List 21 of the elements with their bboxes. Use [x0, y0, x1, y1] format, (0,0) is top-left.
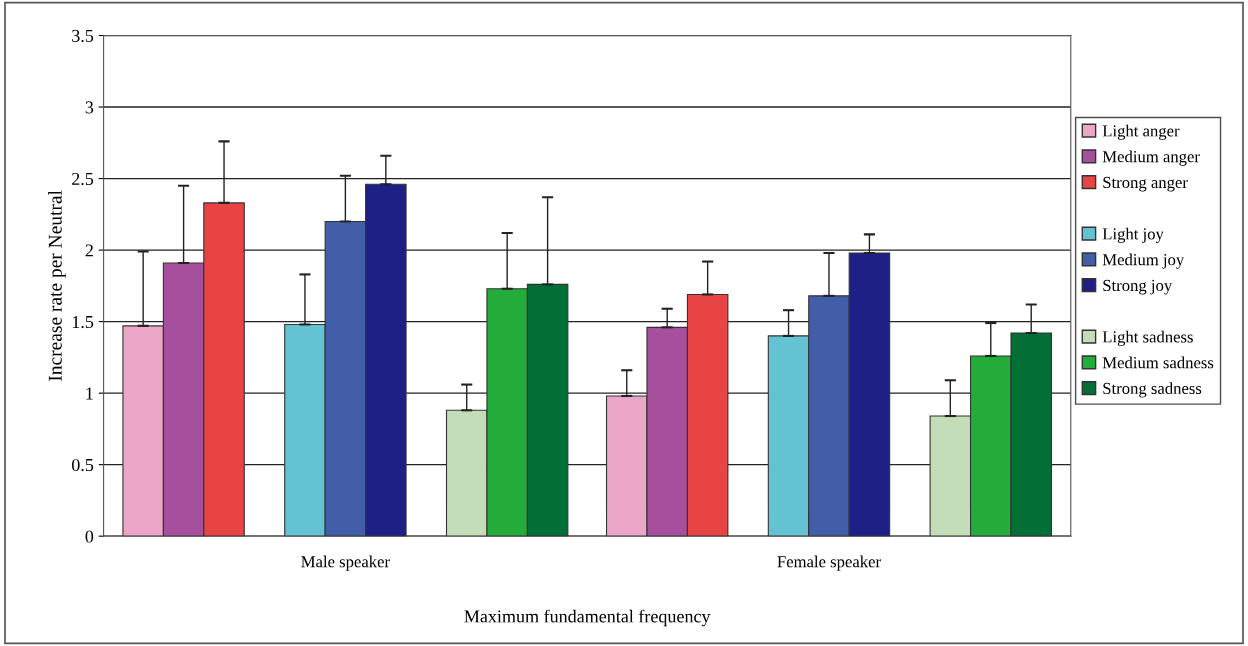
- legend-label: Strong joy: [1103, 279, 1173, 295]
- x-tick-label: Male speaker: [301, 555, 390, 571]
- y-axis-title: Increase rate per Neutral: [48, 190, 66, 381]
- legend-label: Strong anger: [1103, 176, 1188, 192]
- x-axis-title: Maximum fundamental frequency: [464, 609, 711, 627]
- y-tick-label: 2.5: [72, 172, 94, 186]
- x-tick-label: Female speaker: [777, 555, 881, 571]
- legend-label: Strong sadness: [1103, 382, 1202, 398]
- legend-label: Light sadness: [1102, 330, 1193, 346]
- y-tick-label: 1.5: [72, 315, 94, 329]
- y-tick-label: 0.5: [71, 458, 94, 472]
- y-tick-label: 1: [86, 387, 93, 400]
- legend-label: Light joy: [1102, 227, 1164, 243]
- y-tick-label: 0: [85, 530, 94, 543]
- legend-label: Medium joy: [1102, 253, 1185, 269]
- y-tick-label: 3: [85, 101, 94, 114]
- y-tick-label: 2: [85, 244, 93, 257]
- legend-label: Medium anger: [1102, 150, 1200, 166]
- y-tick-label: 3.5: [72, 29, 94, 43]
- legend-label: Light anger: [1102, 124, 1180, 140]
- legend-label: Medium sadness: [1102, 356, 1214, 369]
